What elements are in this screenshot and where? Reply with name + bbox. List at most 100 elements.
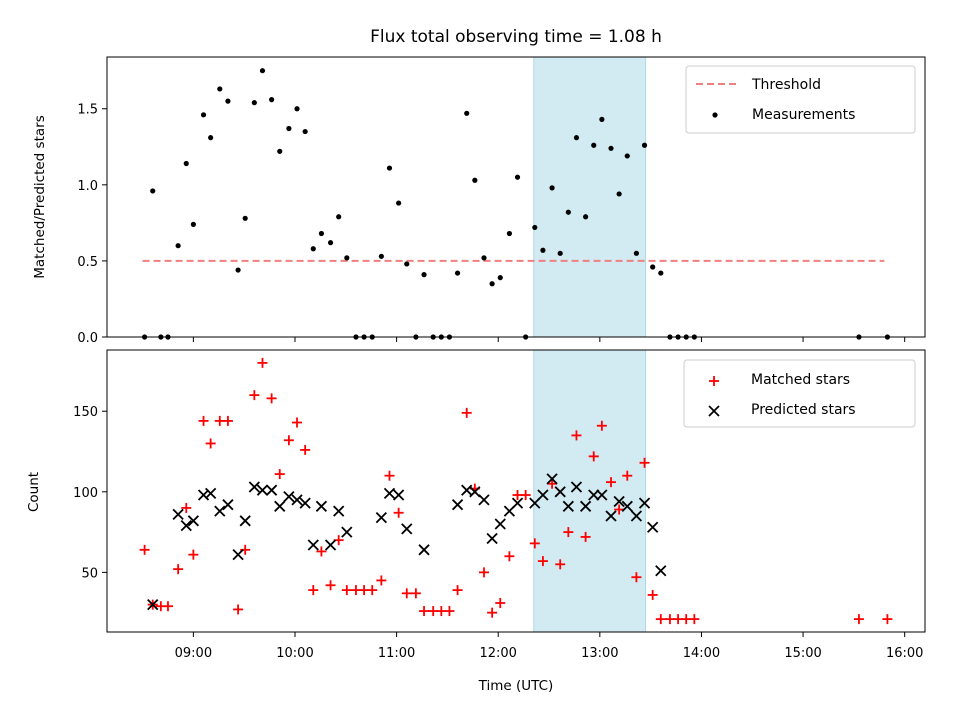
predicted-point bbox=[324, 539, 337, 551]
predicted-point bbox=[180, 520, 192, 532]
matched-point bbox=[689, 614, 700, 625]
matched-point bbox=[580, 531, 591, 542]
predicted-point bbox=[392, 489, 405, 501]
measurement-point bbox=[489, 281, 495, 287]
matched-legend-swatch bbox=[709, 376, 719, 386]
predicted-point bbox=[239, 515, 251, 527]
y-tick-label: 50 bbox=[81, 566, 98, 581]
predicted-point bbox=[315, 500, 328, 512]
matched-point bbox=[401, 588, 412, 599]
matched-point bbox=[181, 502, 192, 513]
y-tick-label: 1.0 bbox=[77, 179, 98, 194]
predicted-point bbox=[248, 481, 260, 493]
matched-point bbox=[631, 572, 642, 583]
matched-point bbox=[367, 585, 378, 596]
matched-point bbox=[283, 435, 294, 446]
matched-point bbox=[257, 357, 268, 368]
matched-point bbox=[139, 544, 150, 555]
measurements-legend-label: Measurements bbox=[752, 107, 855, 123]
measurement-point bbox=[318, 230, 325, 237]
predicted-point bbox=[401, 523, 413, 535]
matched-point bbox=[162, 601, 173, 612]
measurement-point bbox=[557, 250, 563, 256]
bottom-axes-frame bbox=[106, 349, 926, 633]
predicted-point bbox=[588, 489, 600, 501]
predicted-point bbox=[283, 491, 295, 503]
bottom-y-ticks: 50 100 150 bbox=[73, 405, 107, 581]
observing-window-span bbox=[533, 56, 647, 338]
predicted-point bbox=[232, 549, 244, 561]
measurement-point bbox=[302, 128, 308, 135]
top-y-axis-label: Matched/Predicted stars bbox=[32, 115, 48, 278]
measurement-point bbox=[532, 224, 538, 231]
measurement-point bbox=[404, 261, 410, 267]
measurement-point bbox=[658, 270, 664, 276]
matched-point bbox=[571, 430, 582, 441]
matched-point bbox=[478, 567, 489, 578]
matched-point bbox=[393, 507, 404, 518]
measurement-point bbox=[190, 221, 196, 227]
matched-point bbox=[461, 407, 472, 418]
matched-point bbox=[547, 478, 558, 489]
predicted-point bbox=[605, 510, 617, 522]
predicted-point bbox=[579, 500, 592, 512]
matched-point bbox=[325, 580, 336, 591]
top-axes-frame bbox=[106, 56, 926, 338]
measurement-point bbox=[608, 145, 614, 151]
matched-point bbox=[487, 607, 498, 618]
matched-point bbox=[537, 556, 548, 567]
measurement-point bbox=[472, 177, 478, 183]
measurement-point bbox=[344, 255, 350, 261]
matched-point bbox=[504, 551, 515, 562]
matched-point bbox=[376, 575, 387, 586]
measurement-point bbox=[200, 112, 207, 118]
predicted-point bbox=[537, 489, 549, 501]
bottom-x-ticks: 09:00 10:00 11:00 12:00 13:00 14:00 15:00 16:00 bbox=[175, 632, 923, 661]
measurement-point bbox=[217, 86, 223, 92]
measurement-point bbox=[251, 100, 257, 106]
matched-point bbox=[853, 614, 864, 625]
predicted-point bbox=[205, 487, 217, 500]
top-legend: Threshold Measurements bbox=[685, 65, 916, 134]
predicted-point bbox=[256, 484, 269, 496]
measurement-point bbox=[464, 110, 470, 116]
predicted-point bbox=[621, 500, 633, 512]
predicted-legend-swatch bbox=[708, 405, 720, 417]
measurement-point bbox=[540, 247, 546, 253]
measurement-point bbox=[277, 148, 283, 154]
measurement-point bbox=[573, 135, 580, 141]
measurement-point bbox=[235, 267, 241, 273]
x-tick-label: 11:00 bbox=[378, 646, 415, 661]
matched-point bbox=[341, 585, 352, 596]
top-x-ticks bbox=[192, 337, 906, 342]
measurement-point bbox=[624, 153, 630, 159]
predicted-point bbox=[291, 494, 303, 506]
x-tick-label: 09:00 bbox=[175, 646, 212, 661]
matched-legend-label: Matched stars bbox=[751, 372, 850, 388]
x-tick-label: 13:00 bbox=[581, 646, 618, 661]
predicted-point bbox=[299, 497, 311, 509]
measurement-point bbox=[633, 250, 640, 256]
matched-point bbox=[639, 457, 650, 468]
matched-point bbox=[292, 417, 303, 428]
measurement-point bbox=[225, 98, 231, 104]
threshold-legend-label: Threshold bbox=[751, 77, 821, 93]
matched-point bbox=[882, 614, 893, 625]
matched-point bbox=[452, 585, 463, 596]
predicted-points bbox=[147, 473, 667, 611]
matched-point bbox=[274, 469, 285, 480]
x-tick-label: 14:00 bbox=[683, 646, 720, 661]
measurement-point bbox=[421, 272, 427, 278]
predicted-point bbox=[265, 484, 278, 496]
matched-point bbox=[555, 559, 566, 570]
predicted-point bbox=[375, 511, 387, 524]
measurement-point bbox=[506, 230, 512, 237]
matched-point bbox=[205, 438, 216, 449]
matched-point bbox=[266, 393, 277, 404]
measurement-point bbox=[641, 142, 648, 148]
predicted-legend-label: Predicted stars bbox=[751, 402, 856, 418]
measurement-point bbox=[599, 116, 605, 122]
measurement-point bbox=[175, 243, 181, 249]
measurement-point bbox=[286, 125, 292, 132]
